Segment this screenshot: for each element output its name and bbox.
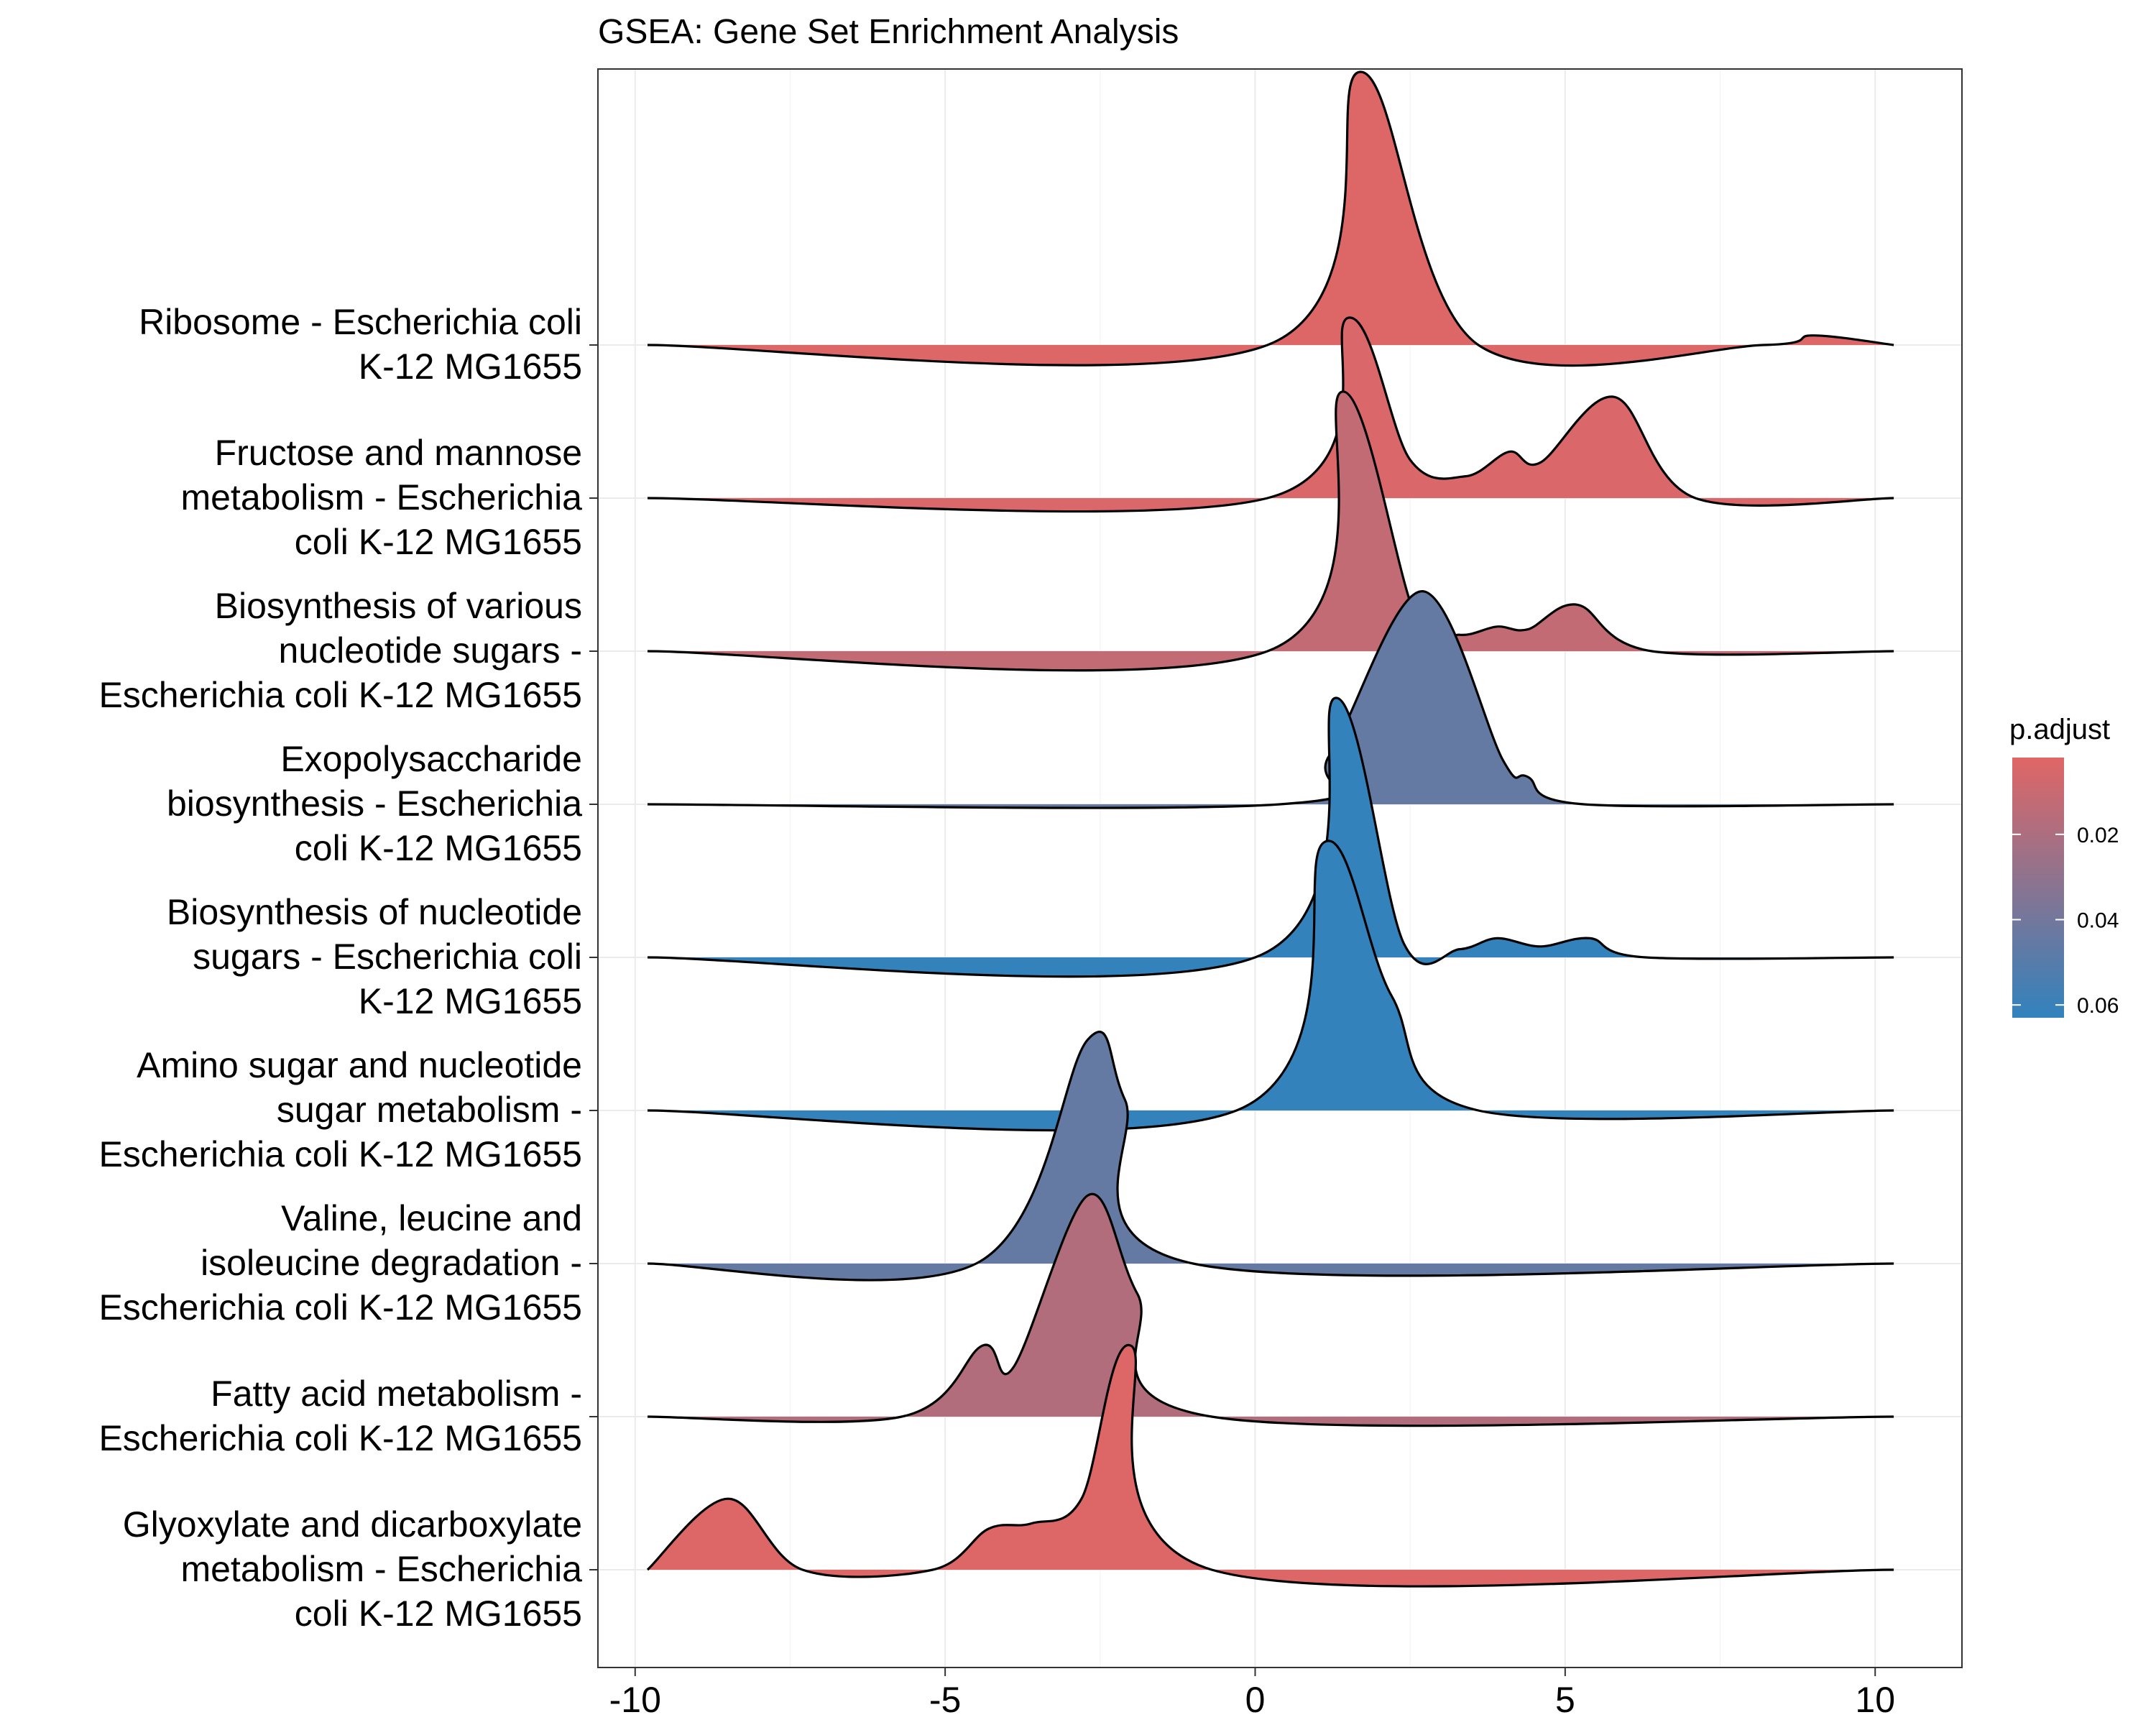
legend-tick-label: 0.06 [2077, 994, 2119, 1018]
y-axis-label-line: metabolism - Escherichia [180, 477, 582, 518]
ridge-outline [647, 1030, 1894, 1282]
y-axis-label-line: Valine, leucine and [281, 1198, 582, 1238]
ridges [646, 70, 1894, 1588]
y-axis-label-line: isoleucine degradation - [201, 1243, 582, 1283]
legend-colorbar [2012, 758, 2064, 1018]
x-tick-label: 0 [1245, 1680, 1266, 1720]
y-axis-label-line: Biosynthesis of nucleotide [167, 892, 582, 932]
y-axis-label-line: Amino sugar and nucleotide [137, 1045, 582, 1085]
x-axis: -10 -5 0 5 10 [609, 1668, 1895, 1720]
y-axis-label-line: Fructose and mannose [215, 433, 582, 473]
ridge-series [647, 589, 1894, 809]
y-axis-label-line: coli K-12 MG1655 [295, 1593, 582, 1634]
ridge-outline [647, 589, 1894, 809]
y-axis-label-line: Escherichia coli K-12 MG1655 [98, 1134, 582, 1174]
ridge-outline [647, 696, 1894, 978]
y-axis-label-line: Ribosome - Escherichia coli [139, 302, 582, 342]
y-axis-label-line: Escherichia coli K-12 MG1655 [98, 1418, 582, 1458]
ridge-area [648, 317, 1894, 512]
y-axis-label: Valine, leucine and isoleucine degradatio… [98, 1198, 598, 1328]
ridge-series [647, 1192, 1894, 1427]
y-axis-label-line: nucleotide sugars - [279, 630, 582, 671]
y-axis-label-line: coli K-12 MG1655 [295, 828, 582, 868]
ridge-area [648, 1345, 1894, 1587]
ridge-outline [647, 316, 1894, 513]
y-axis-label-line: coli K-12 MG1655 [295, 522, 582, 562]
y-axis-label-line: K-12 MG1655 [359, 346, 582, 387]
y-axis-label-line: sugar metabolism - [277, 1090, 582, 1130]
x-tick-label: -10 [609, 1680, 661, 1720]
x-tick-label: 5 [1555, 1680, 1575, 1720]
ridge-series [646, 1343, 1894, 1588]
legend-tick-label: 0.02 [2077, 824, 2119, 847]
y-axis-label-line: biosynthesis - Escherichia [167, 783, 582, 824]
chart-title: GSEA: Gene Set Enrichment Analysis [598, 13, 1179, 51]
legend-title: p.adjust [2009, 714, 2110, 745]
ridge-series [647, 70, 1894, 367]
y-axis-label-line: Fatty acid metabolism - [211, 1374, 582, 1414]
plot-panel [597, 68, 1963, 1668]
y-axis-label-line: K-12 MG1655 [359, 981, 582, 1021]
ridge-series [647, 316, 1894, 513]
y-axis-label-line: Exopolysaccharide [280, 739, 582, 779]
x-tick-label: -5 [929, 1680, 961, 1720]
ridge-outline [647, 1192, 1894, 1427]
ridge-outline [647, 70, 1894, 367]
y-axis-label: Biosynthesis of nucleotide sugars - Esche… [167, 892, 598, 1021]
ridge-series [647, 696, 1894, 978]
ridge-series [647, 1030, 1894, 1282]
y-axis-label-line: metabolism - Escherichia [180, 1549, 582, 1589]
ridge-outline [646, 1343, 1894, 1588]
legend: p.adjust 0.02 0.04 0.06 [2009, 714, 2119, 1018]
y-axis-label: Fatty acid metabolism -Escherichia coli … [98, 1374, 598, 1458]
y-axis-label-line: Escherichia coli K-12 MG1655 [98, 1287, 582, 1328]
legend-ticks: 0.02 0.04 0.06 [2012, 824, 2119, 1018]
y-axis-label-line: sugars - Escherichia coli [193, 937, 582, 977]
y-axis-label: Amino sugar and nucleotide sugar metaboli… [98, 1045, 598, 1174]
y-axis-label-line: Biosynthesis of various [215, 586, 582, 626]
y-axis-label-line: Escherichia coli K-12 MG1655 [98, 675, 582, 715]
legend-tick-label: 0.04 [2077, 909, 2119, 933]
x-tick-label: 10 [1855, 1680, 1895, 1720]
y-axis-label-line: Glyoxylate and dicarboxylate [123, 1504, 582, 1545]
